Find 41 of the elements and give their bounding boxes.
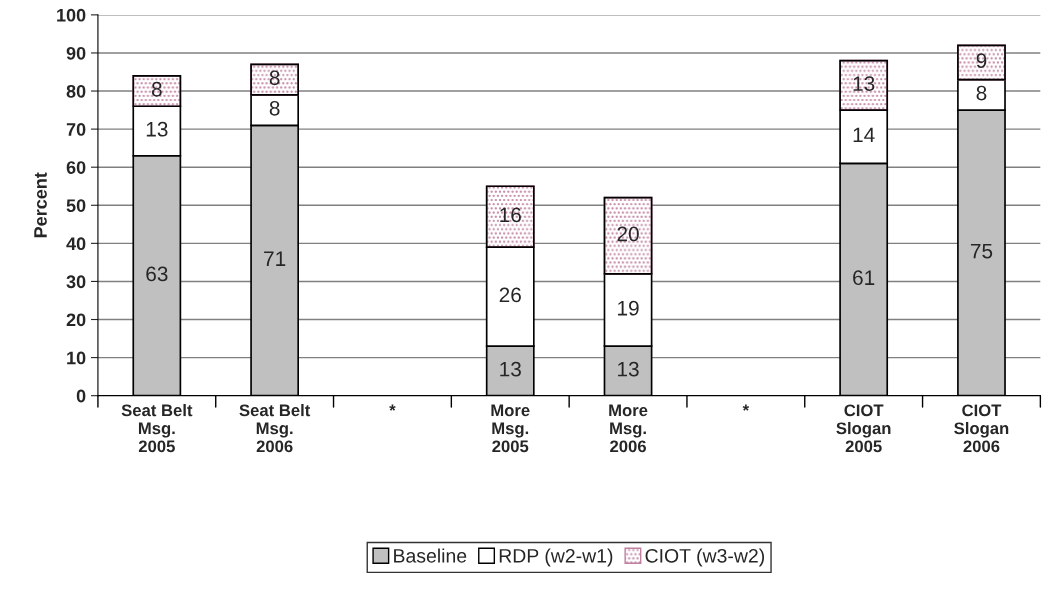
data-label: 61: [853, 270, 875, 286]
x-tick-label: *: [742, 404, 750, 411]
data-label: 8: [269, 70, 280, 86]
y-tick-label: 60: [66, 161, 86, 174]
y-tick-label: 10: [67, 351, 86, 365]
data-label: 8: [976, 85, 987, 101]
data-label: 13: [500, 361, 521, 377]
data-label: 13: [146, 121, 168, 137]
y-tick-label: 80: [66, 84, 86, 98]
y-tick-label: 100: [57, 8, 86, 22]
x-tick-label: *: [389, 404, 396, 411]
data-label: 71: [264, 251, 286, 266]
y-axis-title: Percent: [34, 172, 47, 238]
x-tick-label: Seat Belt Msg. 2005: [121, 404, 193, 453]
data-label: 75: [970, 243, 993, 259]
data-label: 16: [500, 207, 521, 223]
legend-label: CIOT (w3-w2): [645, 548, 765, 567]
x-tick-label: CIOT Slogan 2006: [954, 404, 1009, 453]
y-tick-label: 50: [66, 199, 86, 212]
data-label: 13: [618, 361, 639, 377]
data-label: 13: [853, 76, 875, 91]
y-tick-label: 0: [76, 389, 86, 403]
data-label: 14: [853, 127, 875, 143]
legend-label: Baseline: [394, 548, 467, 563]
y-tick-label: 70: [66, 123, 86, 136]
data-label: 8: [151, 81, 162, 97]
data-label: 19: [618, 300, 639, 316]
x-tick-label: More Msg. 2006: [609, 404, 648, 453]
data-label: 9: [976, 53, 987, 69]
y-tick-label: 90: [66, 46, 86, 60]
x-tick-label: More Msg. 2005: [491, 404, 530, 453]
data-label: 8: [269, 100, 280, 116]
y-tick-label: 40: [66, 237, 86, 251]
data-label: 63: [146, 266, 168, 282]
x-tick-label: CIOT Slogan 2005: [836, 404, 891, 453]
x-tick-label: Seat Belt Msg. 2006: [239, 404, 311, 453]
y-tick-label: 20: [66, 313, 86, 327]
data-label: 20: [617, 226, 639, 242]
legend-label: RDP (w2-w1): [499, 548, 613, 567]
data-label: 26: [499, 287, 521, 303]
y-tick-label: 30: [66, 275, 86, 289]
